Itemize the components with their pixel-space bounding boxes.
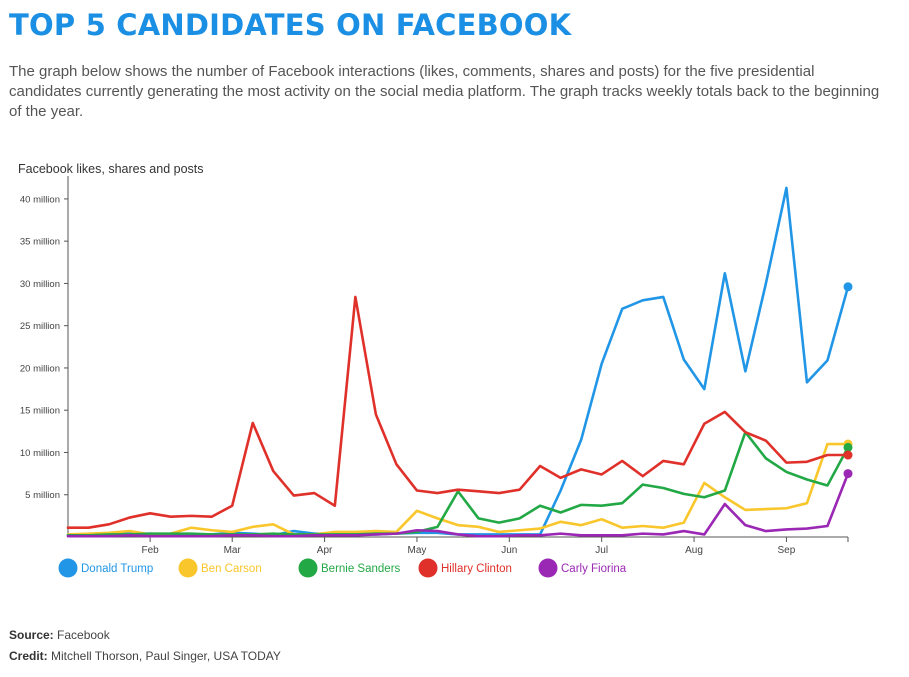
x-tick-label: Aug bbox=[685, 545, 703, 556]
legend-label-hillary-clinton: Hillary Clinton bbox=[441, 563, 512, 575]
credit-line: Credit: Mitchell Thorson, Paul Singer, U… bbox=[9, 649, 281, 663]
legend-label-carly-fiorina: Carly Fiorina bbox=[561, 563, 627, 575]
chart-description: The graph below shows the number of Face… bbox=[9, 63, 880, 120]
series-line-hillary-clinton bbox=[66, 295, 850, 530]
credit-value: Mitchell Thorson, Paul Singer, USA TODAY bbox=[51, 649, 281, 663]
y-tick-label: 15 million bbox=[20, 406, 60, 417]
y-tick-label: 20 million bbox=[20, 363, 60, 374]
series-end-dot-bernie-sanders bbox=[843, 442, 853, 452]
series-line-donald-trump bbox=[66, 186, 850, 537]
y-tick-label: 5 million bbox=[25, 490, 60, 501]
y-tick-label: 25 million bbox=[20, 321, 60, 332]
series-end-dot-hillary-clinton bbox=[843, 450, 853, 460]
y-tick-label: 40 million bbox=[20, 194, 60, 205]
x-tick-label: Feb bbox=[141, 545, 159, 556]
legend-swatch-ben-carson bbox=[178, 558, 198, 578]
series-line-carly-fiorina bbox=[66, 472, 850, 538]
x-tick-label: Apr bbox=[317, 545, 333, 556]
y-tick-label: 10 million bbox=[20, 448, 60, 459]
x-tick-label: Sep bbox=[778, 545, 796, 556]
x-tick-label: Mar bbox=[224, 545, 242, 556]
legend-label-donald-trump: Donald Trump bbox=[81, 563, 153, 575]
series-end-dot-donald-trump bbox=[843, 282, 853, 292]
credit-label: Credit: bbox=[9, 649, 48, 663]
x-tick-label: Jun bbox=[501, 545, 517, 556]
legend-swatch-donald-trump bbox=[58, 558, 78, 578]
page-title: TOP 5 CANDIDATES ON FACEBOOK bbox=[9, 8, 572, 42]
legend-swatch-hillary-clinton bbox=[418, 558, 438, 578]
x-tick-label: Jul bbox=[595, 545, 608, 556]
x-tick-label: May bbox=[407, 545, 426, 556]
legend-label-ben-carson: Ben Carson bbox=[201, 563, 262, 575]
legend-swatch-carly-fiorina bbox=[538, 558, 558, 578]
source-line: Source: Facebook bbox=[9, 628, 110, 642]
facebook-interactions-chart: Facebook likes, shares and posts 5 millio… bbox=[18, 162, 853, 578]
legend-swatch-bernie-sanders bbox=[298, 558, 318, 578]
y-axis-label: Facebook likes, shares and posts bbox=[18, 162, 204, 176]
series-line-bernie-sanders bbox=[66, 430, 850, 537]
y-tick-label: 30 million bbox=[20, 279, 60, 290]
legend-label-bernie-sanders: Bernie Sanders bbox=[321, 563, 401, 575]
source-label: Source: bbox=[9, 628, 54, 642]
y-tick-label: 35 million bbox=[20, 237, 60, 248]
series-end-dot-carly-fiorina bbox=[843, 469, 853, 479]
source-value: Facebook bbox=[57, 628, 110, 642]
